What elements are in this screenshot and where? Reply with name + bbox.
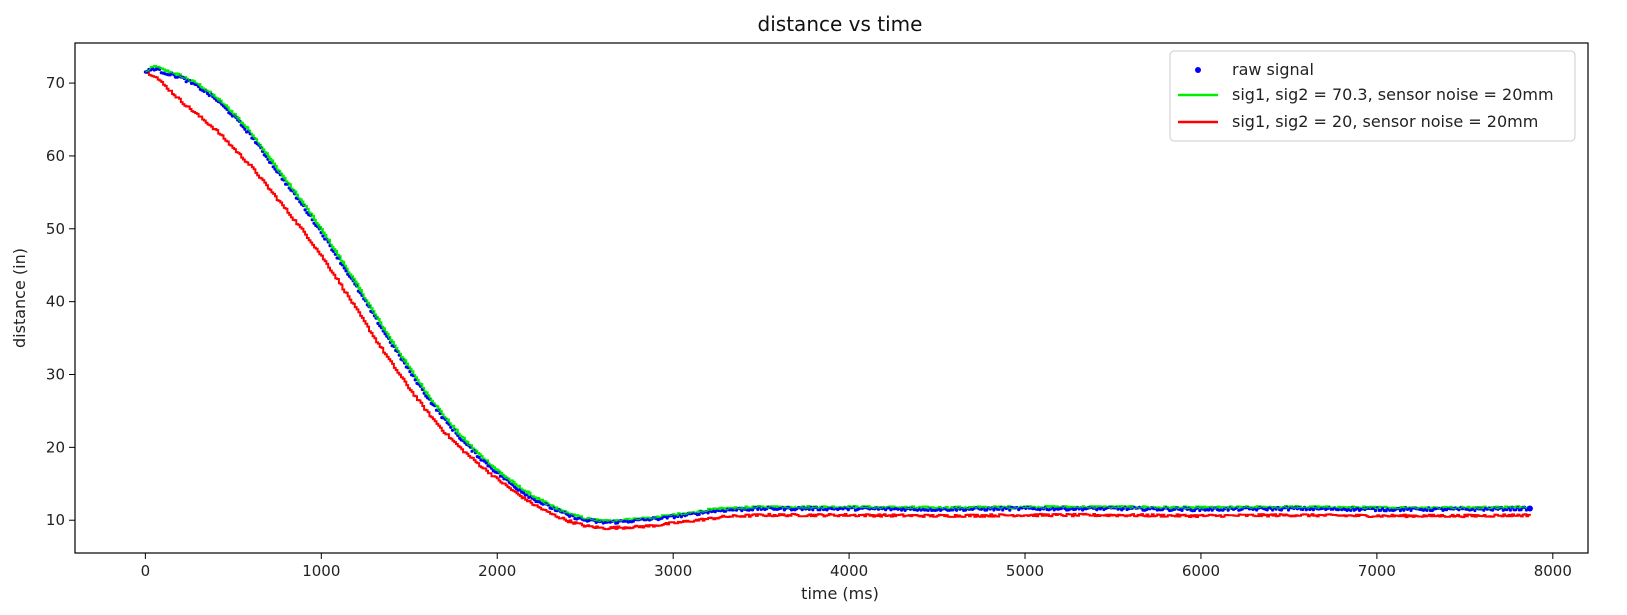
raw-signal-point bbox=[811, 508, 815, 512]
raw-signal-point bbox=[229, 112, 233, 116]
raw-signal-point bbox=[1381, 506, 1385, 510]
y-axis-label: distance (in) bbox=[10, 248, 29, 348]
raw-signal-point bbox=[408, 370, 412, 374]
raw-signal-point bbox=[1482, 508, 1486, 512]
raw-signal-point bbox=[1409, 508, 1413, 513]
raw-signal-point bbox=[484, 461, 488, 465]
raw-signal-point bbox=[1519, 508, 1523, 512]
raw-signal-point bbox=[1473, 508, 1477, 513]
raw-signal-point bbox=[271, 165, 275, 169]
raw-signal-point bbox=[1514, 508, 1518, 512]
raw-signal-point bbox=[344, 269, 348, 273]
raw-signal-point bbox=[477, 455, 481, 459]
chart-title: distance vs time bbox=[758, 12, 923, 36]
legend-box bbox=[1169, 50, 1576, 142]
raw-signal-point bbox=[346, 272, 350, 276]
raw-signal-point bbox=[992, 508, 996, 512]
y-tick-label: 40 bbox=[46, 293, 65, 311]
x-tick-label: 2000 bbox=[478, 562, 516, 580]
raw-signal-point bbox=[342, 266, 346, 270]
x-tick-label: 4000 bbox=[830, 562, 868, 580]
x-tick-label: 3000 bbox=[654, 562, 692, 580]
raw-signal-point bbox=[1508, 508, 1512, 512]
raw-signal-point bbox=[679, 515, 684, 519]
raw-signal-point bbox=[818, 508, 822, 512]
y-tick-label: 60 bbox=[46, 147, 65, 165]
raw-signal-point bbox=[532, 497, 536, 501]
raw-signal-point bbox=[321, 234, 325, 238]
raw-signal-point bbox=[376, 321, 380, 325]
x-tick-label: 7000 bbox=[1358, 562, 1396, 580]
x-tick-label: 6000 bbox=[1182, 562, 1220, 580]
raw-signal-point bbox=[985, 508, 989, 512]
x-axis-label: time (ms) bbox=[801, 584, 879, 603]
raw-signal-point bbox=[1286, 508, 1291, 512]
raw-signal-point bbox=[1425, 508, 1429, 512]
x-tick-label: 0 bbox=[141, 562, 151, 580]
y-tick-label: 20 bbox=[46, 438, 65, 456]
raw-signal-point bbox=[1265, 508, 1269, 512]
legend: raw signal sig1, sig2 = 70.3, sensor noi… bbox=[1169, 50, 1576, 142]
y-tick-label: 70 bbox=[46, 74, 65, 92]
x-tick-label: 1000 bbox=[302, 562, 340, 580]
raw-signal-point bbox=[926, 508, 930, 512]
raw-signal-point bbox=[1491, 508, 1495, 512]
legend-marker-raw-signal bbox=[1195, 67, 1201, 73]
raw-signal-point bbox=[1001, 508, 1005, 512]
series-line-red bbox=[145, 71, 1531, 531]
series-line-green-overlay bbox=[145, 64, 1531, 523]
raw-signal-point bbox=[1008, 508, 1012, 512]
legend-label-red: sig1, sig2 = 20, sensor noise = 20mm bbox=[1232, 112, 1538, 131]
raw-signal-point bbox=[697, 512, 701, 517]
raw-signal-point bbox=[1279, 508, 1283, 512]
raw-signal-point bbox=[1180, 508, 1184, 512]
legend-label-raw-signal: raw signal bbox=[1232, 60, 1314, 79]
raw-signal-point bbox=[1301, 507, 1305, 512]
raw-signal-point bbox=[756, 507, 760, 511]
raw-signal-point bbox=[1349, 508, 1353, 512]
raw-signal-point bbox=[305, 211, 309, 215]
raw-signal-endpoint bbox=[1526, 505, 1533, 512]
raw-signal-point bbox=[706, 511, 710, 515]
raw-signal-point bbox=[303, 208, 307, 212]
raw-signal-point bbox=[413, 378, 417, 382]
raw-signal-point bbox=[312, 221, 316, 225]
plot-frame bbox=[74, 42, 1589, 554]
x-tick-label: 5000 bbox=[1006, 562, 1044, 580]
y-tick-label: 50 bbox=[46, 220, 65, 238]
raw-signal-point bbox=[383, 332, 387, 336]
raw-signal-point bbox=[1226, 508, 1230, 512]
raw-signal-point bbox=[1402, 508, 1406, 512]
legend-label-green: sig1, sig2 = 70.3, sensor noise = 20mm bbox=[1232, 85, 1554, 104]
y-tick-label: 30 bbox=[46, 366, 65, 384]
raw-signal-point bbox=[1311, 508, 1315, 512]
raw-signal-point bbox=[1373, 509, 1378, 513]
raw-signal-point bbox=[243, 127, 247, 131]
y-tick-label: 10 bbox=[46, 511, 65, 529]
x-tick-label: 8000 bbox=[1534, 562, 1572, 580]
